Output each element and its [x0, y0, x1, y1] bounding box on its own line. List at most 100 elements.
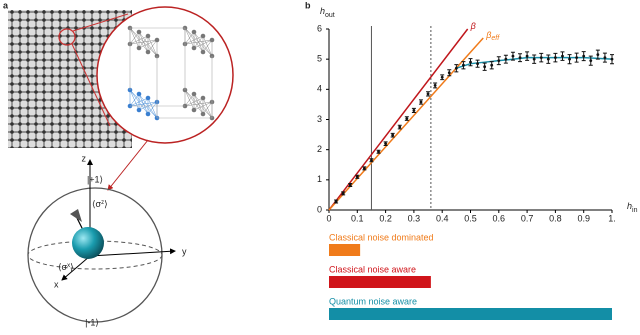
edge: [129, 97, 149, 107]
x-tick-label: 1.: [608, 213, 616, 223]
x-axis-label: hin: [627, 201, 638, 213]
legend-main: β: [470, 21, 476, 31]
node: [154, 37, 160, 43]
point: [419, 100, 423, 104]
range-bar: [329, 276, 431, 288]
y-tick-label: 6: [317, 23, 322, 33]
edge: [129, 93, 140, 107]
range-label: Classical noise aware: [329, 264, 416, 274]
node: [136, 45, 142, 51]
x-tick-label: 0.8: [549, 213, 562, 223]
network: [127, 25, 215, 121]
point: [370, 158, 373, 162]
point: [561, 54, 564, 58]
edge: [184, 97, 204, 107]
edge: [193, 39, 213, 49]
panel-a: a |+1⟩ |-1⟩ z y x ⟨σz⟩ ⟨σx⟩: [3, 0, 234, 327]
edge: [184, 39, 213, 45]
x-tick-label: 0.6: [493, 213, 506, 223]
point: [539, 56, 543, 60]
t: ⟩: [104, 199, 108, 209]
range-bar: [329, 308, 612, 320]
point: [462, 63, 465, 67]
t: x: [67, 263, 70, 269]
point: [582, 54, 586, 58]
x-tick-label: 0.3: [408, 213, 421, 223]
axis-label: z: [82, 153, 87, 163]
t: ⟨σ: [58, 262, 68, 272]
line: [328, 28, 469, 211]
label-main: h: [627, 201, 632, 211]
edge: [129, 101, 158, 107]
node: [145, 49, 151, 55]
edge: [147, 101, 158, 115]
x-tick-label: 0.7: [521, 213, 534, 223]
y-axis-label: hout: [320, 6, 335, 18]
point: [511, 54, 515, 58]
point: [483, 65, 487, 69]
node: [191, 91, 197, 97]
y-tick-label: 3: [317, 114, 322, 124]
point: [433, 84, 437, 87]
point: [497, 59, 501, 63]
point: [518, 56, 522, 60]
magnified-circle: [96, 6, 234, 144]
node: [200, 95, 206, 101]
zoom-line: [71, 43, 111, 127]
x-tick-label: 0.1: [351, 213, 364, 223]
node: [191, 45, 197, 51]
point: [412, 109, 416, 112]
point: [362, 166, 366, 170]
point: [341, 192, 345, 195]
point: [355, 175, 359, 179]
x-tick-label: 0.5: [464, 213, 477, 223]
y-tick-label: 1: [317, 174, 322, 184]
node: [200, 33, 206, 39]
point: [554, 56, 557, 60]
range-label: Classical noise dominated: [329, 232, 434, 242]
node: [136, 29, 142, 35]
point: [391, 133, 395, 137]
zoom-line: [72, 13, 129, 32]
t: ⟨σ: [92, 199, 102, 209]
point: [476, 62, 479, 66]
edge: [193, 101, 213, 111]
node: [209, 37, 215, 43]
edge: [184, 31, 195, 45]
legend-sub: eff: [491, 35, 500, 42]
label-sub: in: [632, 207, 638, 214]
legend-label: β: [470, 21, 476, 31]
point: [377, 150, 380, 154]
x-tick-label: 0: [326, 213, 331, 223]
point: [546, 57, 550, 61]
point: [454, 66, 458, 70]
point: [348, 183, 352, 187]
legend-label: βeff: [485, 30, 500, 41]
panel-label: b: [305, 0, 311, 10]
panel-label: a: [3, 0, 9, 10]
point: [603, 56, 607, 60]
axis-label: x: [54, 279, 59, 289]
spin-head: [70, 209, 82, 222]
point: [596, 53, 600, 57]
point: [525, 54, 529, 58]
x-tick-label: 0.9: [577, 213, 590, 223]
node: [145, 33, 151, 39]
edge: [202, 101, 213, 115]
point: [426, 92, 430, 96]
node: [136, 107, 142, 113]
axis: [89, 248, 176, 257]
point: [334, 200, 338, 203]
expectation: ⟨σz⟩: [92, 199, 108, 209]
y-tick-label: 5: [317, 54, 322, 64]
x-tick-label: 0.2: [379, 213, 392, 223]
label-sub: out: [325, 12, 335, 19]
point: [589, 59, 593, 63]
point: [610, 57, 614, 61]
point: [490, 63, 494, 67]
axis: [61, 255, 91, 281]
node: [145, 95, 151, 101]
ket: |+1⟩: [87, 174, 103, 184]
